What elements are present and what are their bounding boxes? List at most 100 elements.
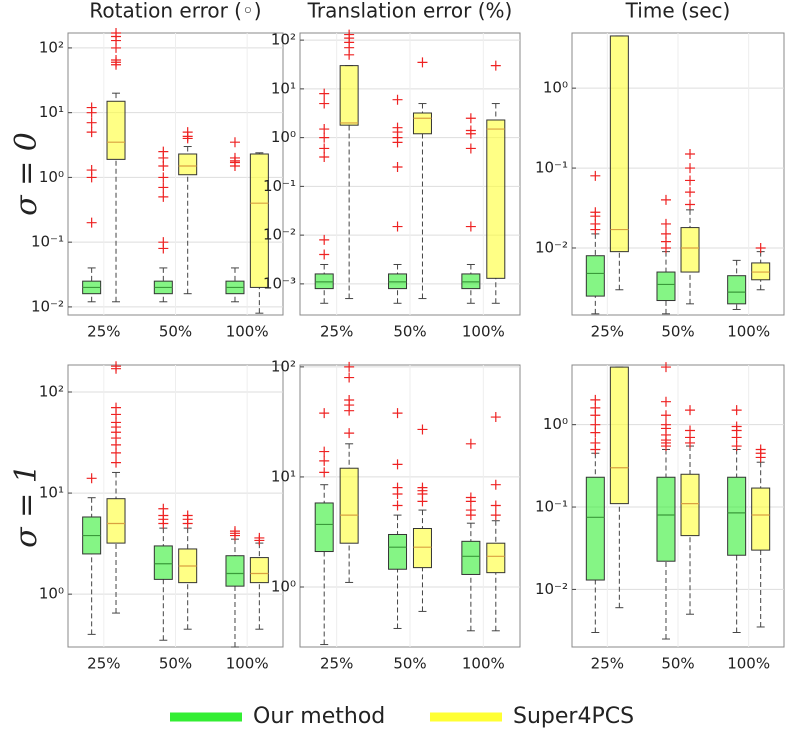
column-title: Time (sec) — [625, 0, 731, 23]
x-tick-label: 50% — [393, 323, 426, 341]
outlier — [111, 361, 122, 372]
outlier — [465, 143, 476, 154]
outlier — [685, 425, 696, 436]
outlier — [490, 479, 501, 490]
outlier — [590, 207, 601, 218]
box — [609, 35, 629, 253]
y-tick-label: 10⁰ — [271, 128, 296, 146]
outlier — [755, 242, 766, 253]
outlier — [182, 127, 193, 138]
box — [751, 487, 771, 551]
outlier — [319, 408, 330, 419]
outlier — [590, 437, 601, 448]
y-tick-label: 10⁻¹ — [535, 498, 568, 516]
box — [388, 533, 408, 570]
x-tick-label: 100% — [226, 323, 269, 341]
x-tick-label: 100% — [727, 655, 770, 673]
outlier — [660, 218, 671, 229]
outlier — [319, 143, 330, 154]
outlier — [490, 510, 501, 521]
row-label: σ = 1 — [9, 464, 44, 548]
outlier — [685, 187, 696, 198]
outlier — [182, 510, 193, 521]
outlier — [490, 412, 501, 423]
box — [680, 473, 700, 537]
box — [609, 366, 629, 505]
y-tick-label: 10⁻¹ — [263, 177, 296, 195]
outlier — [344, 29, 355, 40]
outlier — [319, 132, 330, 143]
y-tick-label: 10⁰ — [543, 415, 568, 433]
legend-label: Super4PCS — [513, 704, 634, 729]
y-tick-label: 10² — [39, 383, 64, 401]
outlier — [417, 57, 428, 68]
outlier — [660, 228, 671, 239]
box — [585, 255, 605, 297]
y-tick-label: 10¹ — [271, 79, 296, 97]
x-tick-label: 25% — [87, 323, 120, 341]
outlier — [685, 175, 696, 186]
outlier — [685, 405, 696, 416]
outlier — [465, 492, 476, 503]
x-tick-label: 100% — [226, 655, 269, 673]
outlier — [229, 137, 240, 148]
outlier — [319, 446, 330, 457]
box — [751, 262, 771, 281]
x-tick-label: 100% — [462, 323, 505, 341]
y-tick-label: 10⁻³ — [263, 274, 296, 292]
row-label: σ = 0 — [9, 132, 44, 216]
outlier — [158, 172, 169, 183]
outlier — [158, 237, 169, 248]
x-tick-label: 25% — [591, 655, 624, 673]
outlier — [660, 410, 671, 421]
box — [585, 476, 605, 581]
x-tick-label: 50% — [661, 655, 694, 673]
outlier — [319, 88, 330, 99]
outlier — [111, 55, 122, 66]
outlier — [731, 421, 742, 432]
outlier — [417, 482, 428, 493]
outlier — [86, 473, 97, 484]
box — [314, 502, 334, 553]
outlier — [229, 526, 240, 537]
outlier — [660, 194, 671, 205]
box — [727, 275, 747, 305]
outlier — [465, 125, 476, 136]
outlier — [344, 428, 355, 439]
outlier — [731, 441, 742, 452]
box — [249, 557, 269, 584]
outlier — [465, 438, 476, 449]
y-tick-label: 10⁻² — [535, 580, 568, 598]
x-tick-label: 100% — [727, 323, 770, 341]
outlier — [685, 163, 696, 174]
outlier — [86, 217, 97, 228]
y-tick-label: 10⁰ — [39, 585, 64, 603]
outlier — [465, 505, 476, 516]
box — [461, 540, 481, 575]
box — [106, 100, 126, 160]
outlier — [111, 28, 122, 38]
y-tick-label: 10¹ — [39, 484, 64, 502]
outlier — [319, 98, 330, 109]
outlier — [685, 148, 696, 159]
y-tick-label: 10⁻² — [535, 238, 568, 256]
outlier — [392, 482, 403, 493]
outlier — [86, 165, 97, 176]
outlier — [392, 500, 403, 511]
y-tick-label: 10⁻² — [263, 226, 296, 244]
box — [680, 227, 700, 273]
outlier — [344, 372, 355, 383]
outlier — [86, 102, 97, 113]
outlier — [392, 221, 403, 232]
outlier — [392, 408, 403, 419]
y-tick-label: 10⁻¹ — [535, 159, 568, 177]
outlier — [86, 117, 97, 128]
outlier — [86, 127, 97, 138]
y-tick-label: 10⁰ — [39, 168, 64, 186]
outlier — [392, 459, 403, 470]
outlier — [660, 362, 671, 373]
outlier — [392, 161, 403, 172]
outlier — [590, 419, 601, 430]
